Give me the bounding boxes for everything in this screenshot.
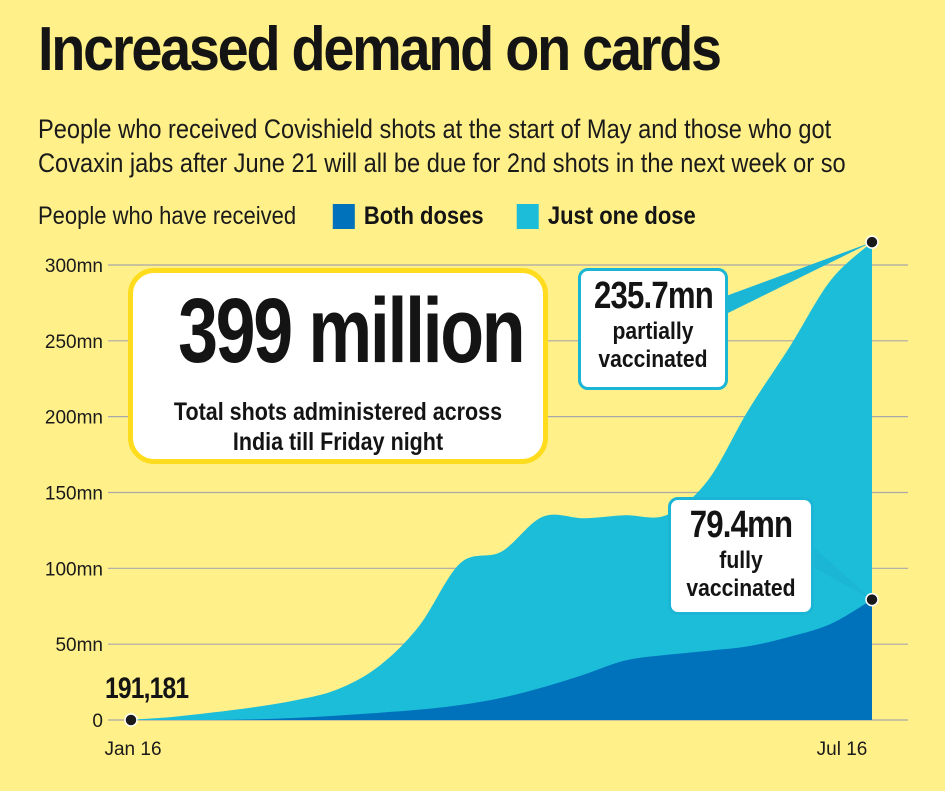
x-tick-label: Jul 16 [817,739,868,760]
partially-vaccinated-callout: 235.7mn partially vaccinated [578,268,728,390]
point-marker [124,713,138,727]
legend-label-both-doses: Both doses [363,201,484,230]
total-shots-callout: 399 million Total shots administered acr… [128,268,548,464]
y-tick-label: 250mn [45,332,103,353]
y-tick-label: 50mn [55,635,103,656]
y-tick-label: 0 [92,711,103,732]
partial-callout-pointer [726,242,872,314]
y-tick-label: 200mn [45,408,103,429]
subtitle-line: Covaxin jabs after June 21 will all be d… [38,148,846,178]
legend-swatch-both-doses [333,203,356,229]
subtitle-line: People who received Covishield shots at … [38,114,832,144]
fully-vaccinated-callout: 79.4mn fully vaccinated [668,497,814,615]
total-shots-caption-line: India till Friday night [232,428,444,456]
y-tick-label: 300mn [45,256,103,277]
point-markers [124,235,879,727]
fully-vaccinated-label: fully [719,547,763,574]
legend-item-both-doses: Both doses [333,202,484,231]
area-both-doses [131,599,872,721]
fully-vaccinated-value: 79.4mn [689,504,793,546]
legend-swatch-one-dose [517,203,540,229]
chart-subtitle: People who received Covishield shots at … [38,112,913,180]
partially-vaccinated-label: vaccinated [598,346,708,373]
point-marker [865,235,879,249]
legend-prefix: People who have received [38,201,297,230]
callout-leaders [726,242,872,600]
legend-item-one-dose: Just one dose [517,202,696,231]
x-axis-ticks: Jan 16 Jul 16 [104,739,867,760]
total-shots-value: 399 million [178,280,525,382]
partially-vaccinated-label: partially [612,318,694,345]
y-tick-label: 100mn [45,559,103,580]
total-shots-caption-line: Total shots administered across [173,398,503,426]
chart-title: Increased demand on cards [38,15,722,84]
y-axis-ticks: 0 50mn 100mn 150mn 200mn 250mn 300mn [45,256,103,732]
full-callout-pointer [811,545,872,600]
fully-vaccinated-label: vaccinated [686,575,796,602]
legend: People who have received Both doses Just… [38,200,729,232]
x-tick-label: Jan 16 [104,739,161,760]
point-marker [865,592,879,607]
y-tick-label: 150mn [45,483,103,504]
partially-vaccinated-value: 235.7mn [593,275,714,317]
total-shots-caption: Total shots administered across India ti… [162,397,515,457]
legend-label-one-dose: Just one dose [547,201,696,230]
start-value-label: 191,181 [105,672,189,705]
